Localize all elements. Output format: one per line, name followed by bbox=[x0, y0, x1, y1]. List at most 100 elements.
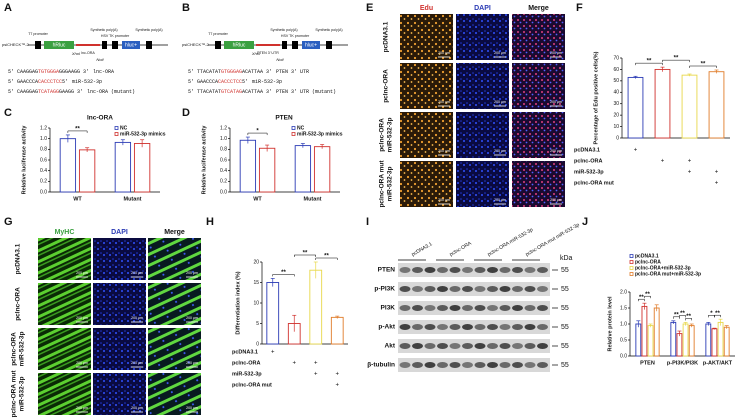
scale-bar-label: 200 μm bbox=[76, 361, 88, 365]
vector-name: psiCHECK™-2 bbox=[182, 42, 209, 47]
band bbox=[462, 305, 473, 311]
condition-label: pclnc-ORA bbox=[574, 158, 602, 164]
blot-background bbox=[398, 263, 550, 277]
blot-background bbox=[398, 282, 550, 296]
sequence-part: GTGGGAG bbox=[221, 69, 242, 75]
band bbox=[512, 305, 523, 311]
micrograph bbox=[456, 161, 509, 207]
legend-label: NC bbox=[297, 125, 305, 131]
sequence: 5′ CAAGGAGTGTGGGAGGGAAGG 3′ lnc-ORA bbox=[8, 69, 114, 75]
y-tick-label: 20 bbox=[613, 112, 619, 118]
significance-bracket bbox=[679, 315, 686, 318]
scale-bar-label: 200 μm bbox=[76, 316, 88, 320]
feature-label: hRluc bbox=[53, 42, 66, 48]
band bbox=[524, 362, 536, 368]
scale-bar-label: 200 μm bbox=[131, 406, 143, 410]
vector-element bbox=[122, 41, 140, 49]
micrograph bbox=[93, 328, 146, 370]
bar bbox=[705, 323, 712, 357]
condition-label: miR-532-3p bbox=[232, 371, 262, 377]
band bbox=[399, 267, 411, 273]
y-tick-label: 10 bbox=[253, 300, 259, 306]
panel-label: C bbox=[4, 107, 12, 119]
band bbox=[424, 305, 436, 311]
y-tick-label: 0.0 bbox=[40, 189, 47, 195]
band bbox=[462, 324, 473, 330]
y-tick-label: 1.5 bbox=[620, 305, 627, 311]
feature-label: HSV TK promoter bbox=[281, 34, 310, 38]
vector-element bbox=[282, 41, 287, 49]
band bbox=[424, 362, 436, 368]
y-tick-label: 0.4 bbox=[40, 168, 47, 174]
scale-bar-label: 200 μm bbox=[76, 271, 88, 275]
y-tick-label: 0.5 bbox=[620, 337, 627, 343]
blot-background bbox=[398, 320, 550, 334]
micrograph bbox=[512, 63, 565, 109]
significance-bracket bbox=[272, 274, 295, 277]
scale-bar-label: 200 μm bbox=[186, 271, 198, 275]
significance: ** bbox=[324, 254, 329, 260]
sequence: 5′ TTACATATGTGGGAGACATTAA 3′ PTEN 3′ UTR bbox=[188, 69, 309, 75]
bar bbox=[635, 323, 642, 357]
kda-label: 55 bbox=[561, 362, 569, 369]
sequence-part: 5′ bbox=[242, 79, 248, 85]
micrograph bbox=[38, 238, 91, 280]
sequence-part: 5′ CAAGGAG bbox=[8, 89, 38, 95]
band bbox=[524, 343, 536, 349]
kda-label: 55 bbox=[561, 267, 569, 274]
y-tick-label: 70 bbox=[613, 55, 619, 61]
sequence-part: miR-532-3p bbox=[72, 79, 102, 85]
y-tick-label: 60 bbox=[613, 67, 619, 73]
micrograph bbox=[400, 14, 453, 60]
legend-label: pcDNA3.1 bbox=[635, 253, 659, 259]
band bbox=[412, 343, 423, 349]
x-tick-label: WT bbox=[73, 196, 82, 202]
condition-mark: + bbox=[715, 181, 719, 187]
band bbox=[437, 362, 448, 368]
significance: ** bbox=[303, 251, 308, 257]
band bbox=[412, 286, 423, 292]
significance-bracket bbox=[247, 132, 268, 136]
vector-element bbox=[44, 41, 74, 49]
band bbox=[412, 362, 423, 368]
row-label: pclnc-ORA bbox=[379, 118, 386, 152]
band bbox=[412, 305, 423, 311]
y-tick-label: 2.0 bbox=[620, 289, 627, 295]
sequence-part: 5′ GAACCCA bbox=[188, 79, 218, 85]
sequence-part: 5′ TTACATAT bbox=[188, 89, 221, 95]
micrograph bbox=[148, 283, 201, 325]
scale-bar-label: 200 μm bbox=[550, 198, 562, 202]
feature-label: T7 promoter bbox=[208, 32, 228, 36]
protein-label: β-tubulin bbox=[367, 362, 395, 369]
band bbox=[524, 305, 536, 311]
row-label: pcDNA3.1 bbox=[383, 21, 390, 52]
vector-element bbox=[302, 41, 320, 49]
protein-label: p-Akt bbox=[378, 324, 395, 331]
band bbox=[512, 267, 523, 273]
band bbox=[474, 324, 486, 330]
condition-label: pcDNA3.1 bbox=[232, 349, 258, 355]
y-tick-label: 1.0 bbox=[40, 136, 47, 142]
row-label: miR-532-3p bbox=[387, 117, 394, 152]
condition-label: pcDNA3.1 bbox=[574, 147, 600, 153]
condition-label: pclnc-ORA mut bbox=[232, 382, 272, 388]
band bbox=[412, 267, 423, 273]
significance-bracket bbox=[714, 314, 721, 318]
chart-title: PTEN bbox=[275, 115, 293, 122]
y-tick-label: 20 bbox=[253, 259, 259, 265]
bar bbox=[711, 328, 718, 357]
vector-element bbox=[326, 41, 332, 49]
x-tick-label: Mutant bbox=[303, 196, 321, 202]
bar bbox=[258, 147, 276, 193]
legend-swatch bbox=[629, 272, 634, 276]
band bbox=[437, 267, 448, 273]
micrograph bbox=[148, 328, 201, 370]
band bbox=[437, 286, 448, 292]
scale-bar-label: 200 μm bbox=[438, 149, 450, 153]
condition-mark: + bbox=[271, 350, 275, 356]
band bbox=[399, 362, 411, 368]
blot-background bbox=[398, 339, 550, 353]
y-tick-label: 0 bbox=[616, 135, 619, 141]
significance-bracket bbox=[315, 257, 338, 260]
condition-mark: + bbox=[688, 170, 692, 176]
